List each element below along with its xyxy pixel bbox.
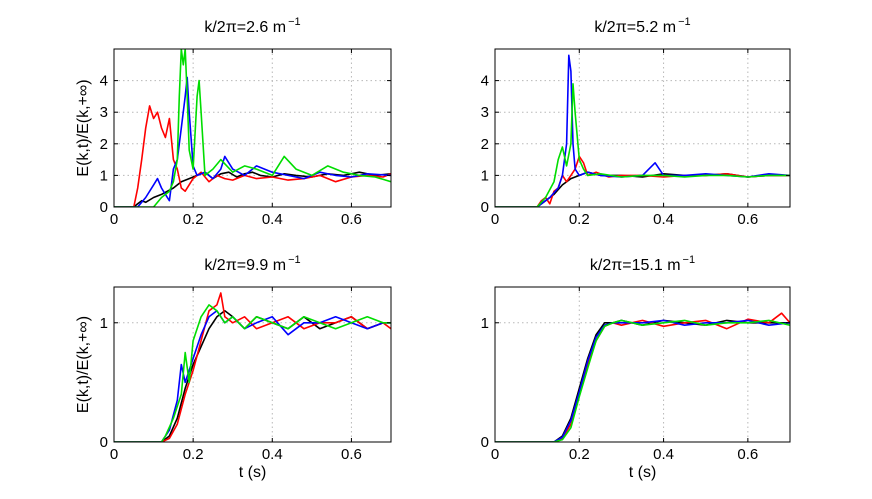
y-axis-label: E(k,t)/E(k,+∞) xyxy=(75,79,92,176)
series-line-blue xyxy=(495,54,790,207)
y-tick-label: 1 xyxy=(100,315,108,332)
subplot-3: 0 0.2 0.4 0.6 0 1 k/2π=9.9 m −1 t (s) E(k,t)/E(k,… xyxy=(75,254,392,481)
y-tick-label: 1 xyxy=(100,167,108,184)
y-tick-label: 3 xyxy=(100,104,108,121)
y-tick-label: 2 xyxy=(100,136,108,153)
chart-title-superscript: −1 xyxy=(683,254,696,266)
x-tick-label: 0.4 xyxy=(262,446,283,463)
series-line-black xyxy=(495,319,790,442)
y-tick-label: 0 xyxy=(100,199,108,216)
chart-title: k/2π=15.1 m −1 xyxy=(590,254,695,274)
y-tick-label: 3 xyxy=(481,104,489,121)
x-axis-label: t (s) xyxy=(629,464,657,481)
x-tick-label: 0.6 xyxy=(341,446,362,463)
x-tick-label: 0 xyxy=(491,211,499,228)
axes-frame xyxy=(494,48,791,208)
y-tick-label: 0 xyxy=(100,434,108,451)
y-tick-label: 0 xyxy=(481,434,489,451)
x-tick-label: 0.2 xyxy=(569,446,590,463)
x-tick-label: 0.2 xyxy=(183,446,204,463)
subplot-2: 0 0.2 0.4 0.6 0 1 2 3 4 k/2π=5.2 m −1 xyxy=(481,16,791,228)
series-line-green xyxy=(495,319,790,442)
series-line-red xyxy=(114,292,391,442)
subplot-4: 0 0.2 0.4 0.6 0 1 k/2π=15.1 m −1 t (s) xyxy=(481,254,791,481)
y-tick-label: 1 xyxy=(481,167,489,184)
series-line-blue xyxy=(495,319,790,442)
x-tick-label: 0.4 xyxy=(653,446,674,463)
subplot-1: 0 0.2 0.4 0.6 0 1 2 3 4 k/2π=2.6 m −1 E(k,t)/E(k,+∞… xyxy=(75,16,392,228)
series-line-green xyxy=(495,83,790,207)
chart-title: k/2π=5.2 m −1 xyxy=(594,16,690,36)
series-line-red xyxy=(495,312,790,442)
x-tick-label: 0.6 xyxy=(737,211,758,228)
x-tick-label: 0 xyxy=(110,446,118,463)
x-tick-label: 0.2 xyxy=(183,211,204,228)
x-tick-label: 0.6 xyxy=(341,211,362,228)
chart-title: k/2π=9.9 m −1 xyxy=(204,254,300,274)
y-tick-label: 4 xyxy=(100,73,108,90)
axes-frame xyxy=(494,286,791,443)
series-line-blue xyxy=(114,310,391,442)
y-axis-label: E(k,t)/E(k,+∞) xyxy=(75,316,92,413)
series-line-red xyxy=(114,105,391,207)
y-tick-label: 2 xyxy=(481,136,489,153)
x-axis-label: t (s) xyxy=(239,464,267,481)
x-tick-label: 0.4 xyxy=(262,211,283,228)
x-tick-label: 0 xyxy=(110,211,118,228)
series-line-green xyxy=(114,304,391,442)
x-tick-label: 0.2 xyxy=(569,211,590,228)
chart-title-superscript: −1 xyxy=(678,16,691,28)
axes-frame xyxy=(113,286,392,443)
x-tick-label: 0 xyxy=(491,446,499,463)
x-tick-label: 0.6 xyxy=(737,446,758,463)
y-tick-label: 0 xyxy=(481,199,489,216)
series-line-blue xyxy=(114,76,391,207)
series-line-green xyxy=(114,49,391,207)
chart-title-superscript: −1 xyxy=(288,16,301,28)
y-tick-label: 4 xyxy=(481,73,489,90)
x-tick-label: 0.4 xyxy=(653,211,674,228)
series-line-red xyxy=(495,155,790,207)
chart-title: k/2π=2.6 m −1 xyxy=(204,16,300,36)
axes-frame xyxy=(113,48,392,208)
series-line-black xyxy=(114,310,391,442)
chart-title-superscript: −1 xyxy=(288,254,301,266)
y-tick-label: 1 xyxy=(481,315,489,332)
